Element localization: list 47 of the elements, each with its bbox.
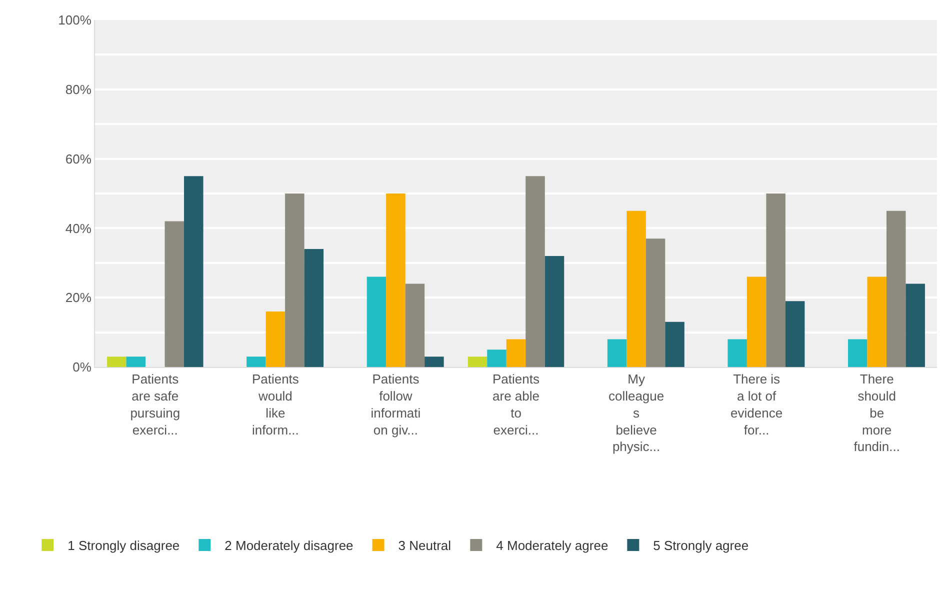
bar — [285, 194, 304, 367]
bar — [246, 356, 266, 367]
bar — [107, 356, 126, 367]
bar — [164, 221, 184, 367]
bar — [366, 276, 386, 367]
bar — [468, 356, 488, 367]
x-tick-label: There should be more fundin... — [854, 372, 900, 454]
x-tick-label: Patients are safe pursuing exerci... — [130, 372, 180, 438]
legend-label: 4 Moderately agree — [496, 538, 608, 554]
bar — [424, 356, 444, 367]
bar — [886, 210, 906, 367]
bar — [544, 256, 564, 367]
x-tick-label: Patients follow informati on giv... — [370, 372, 421, 438]
bar — [746, 276, 766, 367]
bar — [607, 339, 627, 367]
bar — [405, 284, 425, 367]
x-tick-label: Patients are able to exerci... — [492, 372, 540, 438]
y-tick-label: 20% — [65, 290, 92, 306]
legend-label: 3 Neutral — [398, 538, 452, 554]
bar — [304, 249, 324, 367]
legend-label: 5 Strongly agree — [653, 538, 749, 554]
bar — [728, 339, 747, 367]
bar — [266, 311, 286, 367]
y-tick-label: 40% — [65, 220, 92, 236]
bar — [626, 210, 646, 367]
bar — [665, 322, 684, 367]
bar — [906, 284, 925, 367]
y-tick-label: 100% — [58, 12, 92, 28]
legend-label: 1 Strongly disagree — [68, 538, 180, 554]
bar — [646, 238, 666, 367]
bar — [184, 176, 204, 367]
bar — [126, 356, 146, 367]
bar — [848, 339, 868, 367]
x-tick-label: My colleague s believe physic... — [608, 372, 664, 454]
y-tick-label: 0% — [72, 360, 92, 375]
y-tick-label: 80% — [65, 82, 92, 97]
bar — [785, 301, 805, 367]
y-tick-label: 60% — [65, 151, 92, 166]
bar — [526, 176, 545, 367]
x-tick-label: There is a lot of evidence for... — [730, 372, 783, 438]
bar — [766, 194, 786, 367]
bar — [386, 194, 406, 367]
bar — [867, 276, 886, 367]
bar — [487, 350, 506, 367]
bar — [506, 339, 526, 367]
legend-label: 2 Moderately disagree — [224, 538, 354, 554]
x-tick-label: Patients would like inform... — [252, 372, 300, 438]
